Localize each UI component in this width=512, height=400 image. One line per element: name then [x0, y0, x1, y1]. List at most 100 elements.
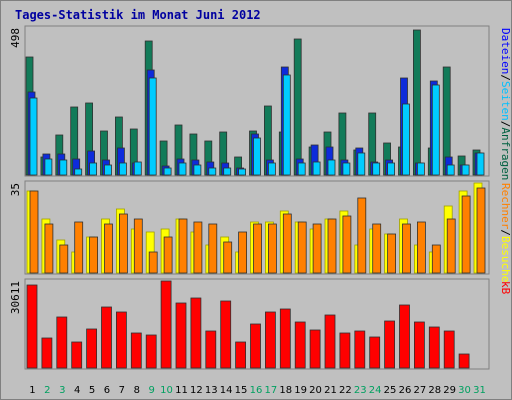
- bar-seiten-day-11: [178, 162, 187, 176]
- bar-rechner-day-18: [282, 213, 292, 274]
- bar-kb-day-10: [160, 280, 172, 369]
- bar-kb-day-19: [294, 321, 306, 369]
- panel-1: 498 Dateien/Seiten/Anfragen: [9, 25, 512, 180]
- bar-seiten-day-24: [372, 162, 381, 176]
- bar-kb-day-28: [428, 326, 440, 369]
- bar-seiten-day-29: [446, 164, 455, 176]
- bar-seiten-day-7: [119, 162, 127, 176]
- x-tick-label: 2: [44, 385, 50, 396]
- bar-seiten-day-1: [29, 97, 38, 176]
- bar-seiten-day-18: [282, 74, 291, 176]
- legend-part: Dateien: [499, 28, 512, 74]
- bar-kb-day-26: [399, 304, 410, 369]
- x-tick-label: 8: [134, 385, 140, 396]
- bar-kb-day-27: [413, 321, 425, 369]
- bar-rechner-day-3: [59, 244, 69, 274]
- bar-rechner-day-14: [223, 241, 233, 274]
- panel-2: 35 Rechner/Besuche: [9, 180, 512, 282]
- bar-seiten-day-12: [193, 164, 202, 176]
- bar-rechner-day-1: [29, 190, 39, 274]
- bar-rechner-day-11: [178, 218, 188, 274]
- bar-rechner-day-30: [461, 195, 471, 274]
- bar-rechner-day-25: [387, 233, 397, 274]
- bar-rechner-day-19: [297, 221, 307, 274]
- bar-kb-day-8: [130, 332, 142, 369]
- bar-kb-day-29: [443, 330, 455, 369]
- bar-kb-day-4: [71, 341, 83, 369]
- bar-rechner-day-20: [312, 223, 322, 274]
- bar-kb-day-22: [339, 332, 351, 369]
- bar-seiten-day-30: [461, 164, 470, 176]
- bar-seiten-day-15: [238, 168, 247, 176]
- bar-rechner-day-27: [416, 221, 426, 274]
- x-tick-label: 7: [119, 385, 125, 396]
- x-tick-label: 16: [250, 385, 263, 396]
- bar-seiten-day-13: [208, 167, 217, 176]
- bar-kb-day-3: [56, 316, 68, 369]
- bar-seiten-day-8: [133, 161, 142, 176]
- x-tick-label: 26: [399, 385, 412, 396]
- legend-part: /: [499, 74, 512, 81]
- legend-part: Rechner: [499, 183, 512, 230]
- bar-rechner-day-5: [89, 236, 98, 274]
- x-tick-label: 13: [205, 385, 218, 396]
- bar-kb-day-23: [354, 330, 366, 369]
- bar-rechner-day-26: [402, 223, 411, 274]
- bar-seiten-day-28: [431, 84, 440, 176]
- bar-seiten-day-16: [253, 137, 261, 176]
- bar-seiten-day-31: [476, 152, 485, 176]
- legend-part: /: [499, 121, 512, 128]
- x-tick-label: 11: [175, 385, 188, 396]
- bar-rechner-day-8: [133, 218, 143, 274]
- y-axis-max-label: 35: [9, 183, 22, 196]
- bar-seiten-day-6: [104, 164, 112, 176]
- bar-kb-day-20: [309, 329, 321, 369]
- legend-part: Anfragen: [499, 127, 512, 180]
- bar-seiten-day-19: [297, 162, 306, 176]
- x-tick-label: 6: [104, 385, 110, 396]
- x-tick-label: 20: [309, 385, 322, 396]
- bar-kb-day-30: [458, 353, 470, 369]
- panel-legend-label: kB: [499, 281, 512, 295]
- bar-kb-day-6: [101, 306, 112, 369]
- bar-rechner-day-22: [342, 215, 352, 274]
- bar-kb-day-5: [86, 328, 97, 369]
- x-tick-label: 9: [148, 385, 154, 396]
- x-tick-label: 23: [354, 385, 367, 396]
- bar-kb-day-11: [175, 302, 187, 369]
- legend-part: /: [499, 229, 512, 236]
- y-axis-max-label: 30611: [9, 281, 22, 314]
- legend-part: kB: [499, 281, 512, 295]
- bar-seiten-day-17: [267, 162, 276, 176]
- bar-rechner-day-2: [44, 223, 54, 274]
- x-tick-label: 25: [384, 385, 397, 396]
- bar-rechner-day-29: [446, 218, 456, 274]
- bar-kb-day-15: [235, 341, 247, 369]
- bar-seiten-day-27: [416, 162, 425, 176]
- bar-seiten-day-9: [148, 77, 157, 176]
- x-tick-label: 5: [89, 385, 95, 396]
- chart-title: Tages-Statistik im Monat Juni 2012: [15, 8, 261, 22]
- x-tick-label: 14: [220, 385, 233, 396]
- bar-seiten-day-25: [387, 162, 396, 176]
- bar-seiten-day-22: [342, 162, 351, 176]
- bar-kb-day-7: [116, 311, 127, 369]
- bar-rechner-day-15: [238, 231, 248, 274]
- legend-part: Besuche: [499, 236, 512, 282]
- bar-rechner-day-7: [119, 213, 128, 274]
- bar-rechner-day-6: [104, 223, 113, 274]
- bar-rechner-day-10: [163, 236, 173, 274]
- bar-rechner-day-21: [327, 218, 337, 274]
- bar-seiten-day-4: [74, 168, 83, 176]
- bar-kb-day-1: [26, 284, 38, 369]
- bar-kb-day-2: [41, 337, 53, 369]
- bar-seiten-day-26: [402, 103, 410, 176]
- x-tick-label: 12: [190, 385, 203, 396]
- bar-anfragen-day-27: [412, 29, 421, 176]
- bar-rechner-day-31: [476, 187, 486, 274]
- bar-rechner-day-24: [372, 223, 382, 274]
- x-tick-label: 4: [74, 385, 80, 396]
- bar-seiten-day-5: [89, 162, 97, 176]
